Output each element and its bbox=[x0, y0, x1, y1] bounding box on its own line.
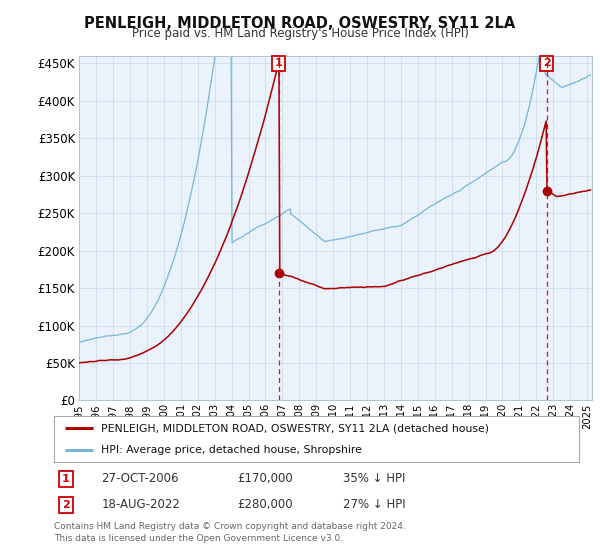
Text: Price paid vs. HM Land Registry's House Price Index (HPI): Price paid vs. HM Land Registry's House … bbox=[131, 27, 469, 40]
Text: 35% ↓ HPI: 35% ↓ HPI bbox=[343, 473, 405, 486]
Text: £280,000: £280,000 bbox=[238, 498, 293, 511]
Text: PENLEIGH, MIDDLETON ROAD, OSWESTRY, SY11 2LA (detached house): PENLEIGH, MIDDLETON ROAD, OSWESTRY, SY11… bbox=[101, 423, 489, 433]
Text: HPI: Average price, detached house, Shropshire: HPI: Average price, detached house, Shro… bbox=[101, 445, 362, 455]
Text: £170,000: £170,000 bbox=[238, 473, 293, 486]
Text: Contains HM Land Registry data © Crown copyright and database right 2024.
This d: Contains HM Land Registry data © Crown c… bbox=[54, 522, 406, 543]
Text: PENLEIGH, MIDDLETON ROAD, OSWESTRY, SY11 2LA: PENLEIGH, MIDDLETON ROAD, OSWESTRY, SY11… bbox=[85, 16, 515, 31]
Text: 2: 2 bbox=[543, 58, 551, 68]
Text: 27-OCT-2006: 27-OCT-2006 bbox=[101, 473, 179, 486]
Text: 18-AUG-2022: 18-AUG-2022 bbox=[101, 498, 180, 511]
Text: 1: 1 bbox=[62, 474, 70, 484]
Text: 27% ↓ HPI: 27% ↓ HPI bbox=[343, 498, 406, 511]
Text: 2: 2 bbox=[62, 500, 70, 510]
Text: 1: 1 bbox=[275, 58, 283, 68]
